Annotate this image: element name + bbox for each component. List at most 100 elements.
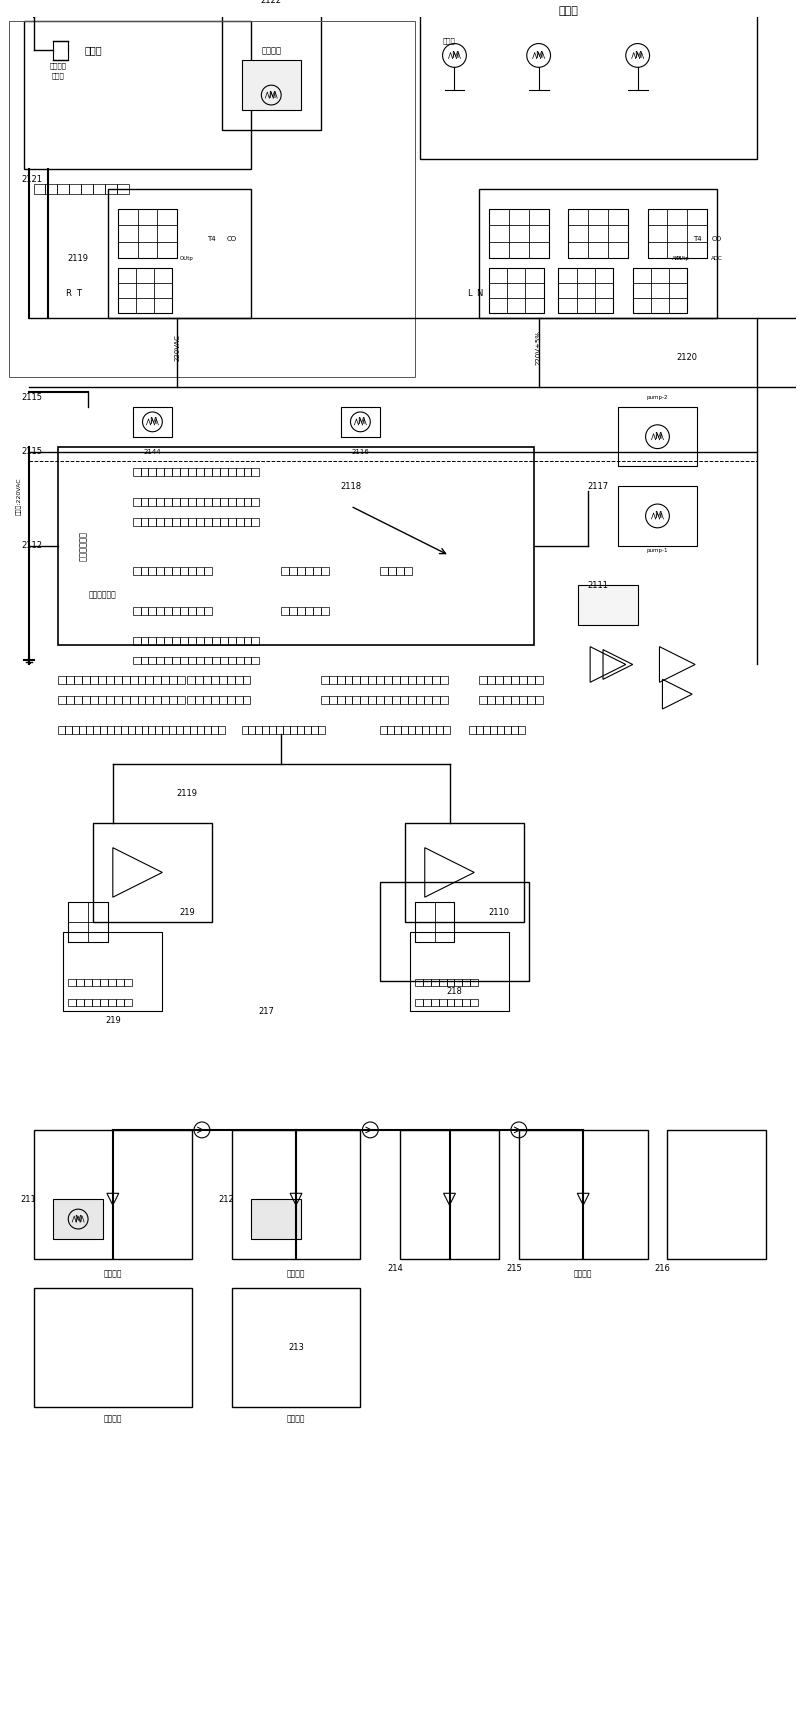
Bar: [404, 567, 412, 576]
Bar: [88, 922, 108, 942]
Bar: [124, 980, 132, 987]
Text: 2115: 2115: [21, 447, 42, 456]
Bar: [519, 1131, 647, 1259]
Text: L: L: [467, 288, 472, 298]
Bar: [511, 727, 518, 733]
Bar: [384, 695, 392, 704]
Bar: [270, 727, 276, 733]
Bar: [507, 283, 526, 298]
Bar: [172, 498, 180, 506]
Bar: [84, 980, 92, 987]
Bar: [203, 695, 211, 704]
Bar: [68, 902, 108, 942]
Bar: [360, 676, 368, 685]
Bar: [58, 184, 70, 194]
Bar: [54, 1200, 103, 1238]
Bar: [647, 208, 707, 258]
Bar: [408, 727, 415, 733]
Bar: [218, 695, 226, 704]
Bar: [196, 498, 204, 506]
Bar: [415, 902, 454, 942]
Bar: [479, 189, 717, 317]
Bar: [408, 695, 416, 704]
Bar: [162, 695, 170, 704]
Bar: [489, 208, 509, 225]
Bar: [133, 498, 141, 506]
Bar: [188, 498, 196, 506]
Bar: [204, 498, 212, 506]
Bar: [321, 695, 329, 704]
Bar: [133, 468, 141, 477]
Bar: [212, 636, 220, 645]
Bar: [262, 727, 270, 733]
Bar: [251, 498, 259, 506]
Bar: [108, 189, 251, 317]
Bar: [149, 727, 155, 733]
Bar: [401, 727, 408, 733]
Bar: [74, 676, 82, 685]
Bar: [220, 636, 228, 645]
Bar: [204, 468, 212, 477]
Bar: [489, 269, 507, 283]
Bar: [526, 676, 534, 685]
Text: T: T: [76, 288, 81, 298]
Bar: [196, 567, 204, 576]
Bar: [149, 636, 156, 645]
Bar: [72, 727, 79, 733]
Text: M: M: [451, 50, 458, 61]
Bar: [88, 902, 108, 922]
Bar: [384, 676, 392, 685]
Bar: [34, 1288, 192, 1408]
Bar: [321, 676, 329, 685]
Bar: [100, 727, 107, 733]
Bar: [82, 676, 90, 685]
Text: 2118: 2118: [340, 482, 361, 491]
Text: pump-2: pump-2: [646, 395, 668, 399]
Bar: [534, 676, 542, 685]
Bar: [255, 727, 262, 733]
Bar: [180, 468, 188, 477]
Text: M: M: [357, 418, 364, 427]
Bar: [211, 695, 218, 704]
Bar: [190, 727, 197, 733]
Bar: [495, 676, 503, 685]
Bar: [651, 283, 669, 298]
Bar: [588, 225, 608, 243]
Bar: [58, 727, 66, 733]
Bar: [188, 657, 196, 664]
Text: 储热水箱: 储热水箱: [103, 1269, 122, 1278]
Bar: [180, 657, 188, 664]
Bar: [243, 498, 251, 506]
Bar: [432, 676, 440, 685]
Text: AIM: AIM: [672, 257, 682, 260]
Bar: [526, 283, 543, 298]
Bar: [503, 676, 511, 685]
Bar: [156, 498, 164, 506]
Bar: [462, 980, 470, 987]
Text: 218: 218: [446, 987, 462, 995]
Text: 太阳能控制柜: 太阳能控制柜: [78, 531, 88, 560]
Text: 2116: 2116: [351, 449, 370, 454]
Bar: [92, 980, 100, 987]
Text: 213: 213: [288, 1344, 304, 1353]
Bar: [154, 695, 162, 704]
Bar: [124, 999, 132, 1006]
Bar: [114, 695, 122, 704]
Bar: [304, 727, 311, 733]
Bar: [90, 676, 98, 685]
Bar: [588, 243, 608, 258]
Bar: [281, 607, 289, 616]
Bar: [141, 498, 149, 506]
Bar: [222, 10, 321, 130]
Bar: [170, 727, 176, 733]
Bar: [156, 607, 164, 616]
Bar: [212, 518, 220, 525]
Bar: [136, 283, 154, 298]
Text: ADC: ADC: [711, 257, 722, 260]
Bar: [470, 980, 478, 987]
Bar: [251, 636, 259, 645]
Bar: [647, 208, 667, 225]
Bar: [415, 999, 422, 1006]
Bar: [353, 676, 360, 685]
Bar: [220, 498, 228, 506]
